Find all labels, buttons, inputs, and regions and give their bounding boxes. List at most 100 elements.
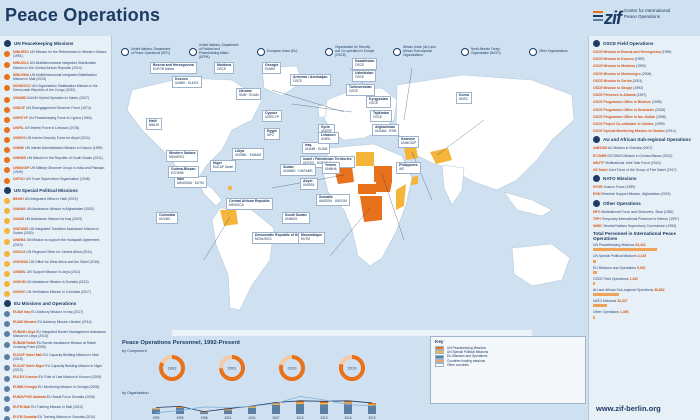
mission-item[interactable]: EUTM Somalia EU Training Mission in Soma… — [4, 415, 107, 420]
mission-item[interactable]: UNMISS UN Mission in the Republic of Sou… — [4, 156, 107, 163]
map-callout[interactable]: Kashmir UNMOGIP — [398, 136, 420, 148]
mission-item[interactable]: EUAM Ukraine EU Advisory Mission Ukraine… — [4, 320, 107, 327]
key-rows: UN Peacekeeping Missions UN Special Polit… — [435, 346, 581, 367]
mission-item[interactable]: EUBAM Rafah EU Border Assistance Mission… — [4, 341, 107, 349]
mission-item[interactable]: MINUSMA UN Multidimensional Integrated S… — [4, 73, 107, 81]
total-row: UN Special Political Missions 3,415 — [593, 254, 696, 258]
map-callout[interactable]: Colombia UNVMC — [156, 212, 178, 224]
mission-item[interactable]: UNDOF UN Disengagement Observer Force (1… — [4, 106, 107, 113]
mission-item[interactable]: UNVMC UN Verification Mission in Colombi… — [4, 290, 107, 297]
map-callout[interactable]: Central African Republic MINUSCA — [226, 198, 273, 210]
mission-item[interactable]: MINURSO UN Mission for the Referendum in… — [4, 50, 107, 58]
operation-item[interactable]: OSCE Programme Office in Bishkek (1998) — [593, 100, 696, 104]
operation-item[interactable]: OSCE Mission to Kosovo (1999) — [593, 57, 696, 61]
map-callout[interactable]: Philippines IMT — [396, 162, 421, 174]
mission-item[interactable]: UNMIK UN Interim Administration Mission … — [4, 146, 107, 153]
website-url[interactable]: www.zif-berlin.org — [596, 404, 661, 413]
mission-item[interactable]: UNSOM UN Assistance Mission in Somalia (… — [4, 280, 107, 287]
mission-item[interactable]: UNMOGIP UN Military Observer Group in In… — [4, 166, 107, 174]
operation-item[interactable]: OSCE Special Monitoring Mission to Ukrai… — [593, 129, 696, 133]
operation-name: Multinational Joint Task Force (2015) — [605, 160, 661, 165]
operation-item[interactable]: OSCE Mission to Skopje (1992) — [593, 86, 696, 90]
map-callout[interactable]: Egypt MFO — [264, 128, 280, 140]
mission-item[interactable]: EUCAP Sahel Mali EU Capacity Building Mi… — [4, 353, 107, 361]
map-callout[interactable]: Moldova OSCE — [214, 62, 235, 74]
map-callout[interactable]: Yemen UNMHA — [322, 162, 340, 174]
mission-item[interactable]: UNAMA UN Assistance Mission in Afghanist… — [4, 207, 107, 215]
map-callout[interactable]: Tajikistan OSCE — [370, 110, 392, 122]
map-callout[interactable]: Bosnia and Herzegovina EUFOR Althea — [150, 62, 197, 74]
bar-military — [344, 403, 352, 414]
operation-item[interactable]: OSCE Mission to Bosnia and Herzegovina (… — [593, 50, 696, 54]
mission-item[interactable]: UNITAMS UN Integrated Transition Assista… — [4, 227, 107, 235]
mission-item[interactable]: EUMM Georgia EU Monitoring Mission in Ge… — [4, 385, 107, 393]
map-callout[interactable]: Somalia AMISOM · UNSOM — [316, 194, 350, 206]
map-callout[interactable]: Mali MINUSMA · EUTM — [174, 176, 207, 188]
map-callout[interactable]: Afghanistan UNAMA · RSM — [372, 124, 400, 136]
map-callout[interactable]: Sudan UNAMID · UNITAMS — [280, 164, 316, 176]
map-callout[interactable]: Lebanon UNIFIL — [318, 132, 339, 144]
map-callout[interactable]: South Sudan UNMISS — [282, 212, 310, 224]
callout-country: Uzbekistan — [355, 71, 374, 75]
map-callout[interactable]: Kazakhstan OSCE — [352, 58, 378, 70]
mission-item[interactable]: EUTM Mali EU Training Mission in Mali (2… — [4, 405, 107, 413]
map-callout[interactable]: Haiti BINUH — [146, 118, 162, 130]
map-callout[interactable]: Guinea-Bissau ECOMIB — [168, 166, 199, 178]
mission-item[interactable]: UNOCA UN Regional Office for Central Afr… — [4, 250, 107, 257]
map-callout[interactable]: Uzbekistan OSCE — [352, 70, 377, 82]
operation-item[interactable]: OSCE Mission to Serbia (2001) — [593, 79, 696, 83]
map-callout[interactable]: Abyei UNISFA — [300, 178, 318, 190]
operation-item[interactable]: OSCE Mission to Montenegro (2006) — [593, 72, 696, 76]
map-callout[interactable]: Western Sahara MINURSO — [166, 150, 199, 162]
total-label: UN Special Political Missions — [593, 254, 637, 259]
map-callout[interactable]: Turkmenistan OSCE — [346, 84, 375, 96]
map-callout[interactable]: Kyrgyzstan OSCE — [366, 96, 391, 108]
map-callout[interactable]: Libya UNSMIL · EUBAM — [232, 148, 265, 160]
total-row: Other Operations 1,456 — [593, 310, 696, 314]
chart-subtitle-component: by Component — [122, 349, 147, 353]
map-callout[interactable]: Mozambique EUTM — [298, 232, 326, 244]
mission-item[interactable]: UNOWAS UN Office for West Africa and the… — [4, 260, 107, 267]
map-callout[interactable]: Iraq UNAMI · EUAM — [302, 142, 331, 154]
key-label: UN Peacekeeping Missions — [447, 346, 486, 350]
operation-item[interactable]: ECOMIB ECOWAS Mission in Guinea-Bissau (… — [593, 154, 696, 158]
operation-item[interactable]: OSCE Mission to Moldova (1993) — [593, 64, 696, 68]
mission-item[interactable]: UNTSO UN Truce Supervision Organization … — [4, 177, 107, 185]
operation-item[interactable]: G5 Sahel Joint Force of the Group of Fiv… — [593, 168, 696, 172]
operation-item[interactable]: AMISOM AU Mission in Somalia (2007) — [593, 146, 696, 150]
mission-item[interactable]: EUBAM Libya EU Integrated Border Managem… — [4, 330, 107, 338]
map-callout[interactable]: Niger EUCAP Sahel — [210, 160, 236, 172]
operation-item[interactable]: MNJTF Multinational Joint Task Force (20… — [593, 161, 696, 165]
map-callout[interactable]: Armenia / Azerbaijan OSCE — [290, 74, 331, 86]
operation-item[interactable]: TIPH Temporary International Presence in… — [593, 217, 696, 221]
mission-item[interactable]: EUCAP Sahel Niger EU Capacity Building M… — [4, 364, 107, 372]
operation-item[interactable]: KFOR Kosovo Force (1999) — [593, 185, 696, 189]
right-sidebar: OSCE Field Operations OSCE Mission to Bos… — [588, 36, 700, 420]
operation-item[interactable]: NNSC Neutral Nations Supervisory Commiss… — [593, 224, 696, 228]
mission-item[interactable]: EUAM Iraq EU Advisory Mission in Iraq (2… — [4, 310, 107, 317]
operation-item[interactable]: RSM Resolute Support Mission, Afghanista… — [593, 192, 696, 196]
mission-item[interactable]: MINUSCA UN Multidimensional Integrated S… — [4, 61, 107, 70]
mission-item[interactable]: UNIFIL UN Interim Force in Lebanon (1978… — [4, 126, 107, 133]
mission-item[interactable]: UNISFA UN Interim Security Force for Aby… — [4, 136, 107, 143]
mission-item[interactable]: UNMHA UN Mission to support the Hudaydah… — [4, 238, 107, 247]
operation-item[interactable]: OSCE Project Co-ordinator in Ukraine (19… — [593, 122, 696, 126]
operation-item[interactable]: OSCE Programme Office in Nur-Sultan (199… — [593, 115, 696, 119]
map-callout[interactable]: Kosovo UNMIK · EULEX — [172, 76, 202, 88]
mission-item[interactable]: EULEX Kosovo EU Rule of Law Mission in K… — [4, 375, 107, 383]
mission-item[interactable]: BINUH UN Integrated Office in Haiti (201… — [4, 197, 107, 205]
mission-item[interactable]: UNSMIL UN Support Mission in Libya (2011… — [4, 270, 107, 277]
map-callout[interactable]: Cyprus UNFICYP — [262, 110, 282, 122]
mission-item[interactable]: UNFICYP UN Peacekeeping Force in Cyprus … — [4, 116, 107, 123]
map-callout[interactable]: Korea NNSC — [456, 92, 472, 104]
operation-item[interactable]: OSCE Programme Office in Dushanbe (2008) — [593, 108, 696, 112]
map-callout[interactable]: Georgia EUMM — [262, 62, 282, 74]
mission-item[interactable]: UNAMID AU/UN Hybrid Operation in Darfur … — [4, 96, 107, 103]
operation-item[interactable]: OSCE Presence in Albania (1997) — [593, 93, 696, 97]
operation-item[interactable]: MFO Multinational Force and Observers, S… — [593, 210, 696, 214]
map-callout[interactable]: Ukraine SMM · EUAM — [236, 88, 262, 100]
mission-item[interactable]: EUNAVFOR Atalanta EU Naval Force Somalia… — [4, 395, 107, 403]
mission-item[interactable]: MONUSCO UN Organization Stabilization Mi… — [4, 84, 107, 92]
mission-item[interactable]: UNAMI UN Assistance Mission for Iraq (20… — [4, 217, 107, 225]
mission-name: UN Assistance Mission in Afghanistan (20… — [26, 207, 95, 212]
